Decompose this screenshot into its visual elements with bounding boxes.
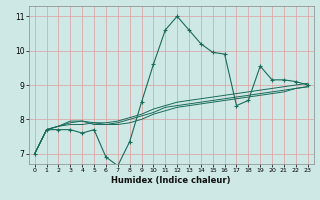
X-axis label: Humidex (Indice chaleur): Humidex (Indice chaleur) [111, 176, 231, 185]
